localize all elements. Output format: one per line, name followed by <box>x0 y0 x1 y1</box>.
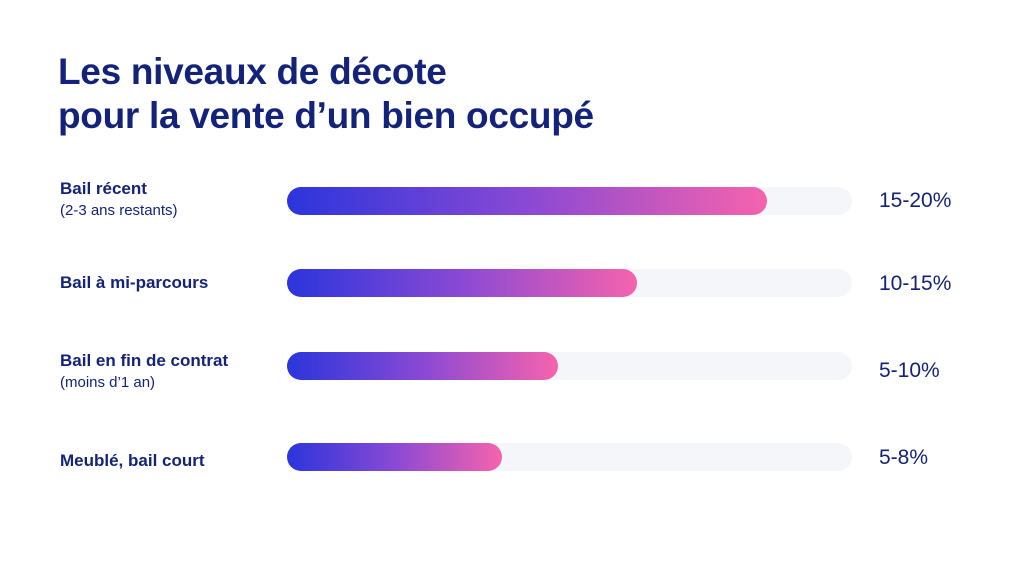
bar-fill <box>287 187 767 215</box>
bar-value-label: 5-8% <box>879 446 929 469</box>
bar-fill <box>287 269 637 297</box>
bar-fill <box>287 352 558 380</box>
bar-category-name: Bail à mi-parcours <box>60 273 209 292</box>
bar-category-label: Bail en fin de contrat (moins d’1 an) <box>60 350 280 394</box>
bar-category-sublabel: (2-3 ans restants) <box>60 202 178 219</box>
bar-category-label: Bail à mi-parcours <box>60 272 280 294</box>
bar-category-name: Bail en fin de contrat <box>60 351 229 370</box>
bar-category-label: Meublé, bail court <box>60 450 280 472</box>
bar-fill <box>287 443 502 471</box>
bar-track <box>287 269 852 297</box>
chart-title-line-1: Les niveaux de décote <box>58 51 447 92</box>
bar-value-label: 10-15% <box>879 272 952 295</box>
chart-title-line-2: pour la vente d’un bien occupé <box>58 95 594 136</box>
bar-track <box>287 352 852 380</box>
bar-category-name: Meublé, bail court <box>60 451 205 470</box>
bar-value-label: 15-20% <box>879 189 952 212</box>
bar-category-name: Bail récent <box>60 179 147 198</box>
bar-category-label: Bail récent (2-3 ans restants) <box>60 178 280 222</box>
bar-value-label: 5-10% <box>879 359 940 382</box>
bar-track <box>287 443 852 471</box>
chart-title: Les niveaux de décote pour la vente d’un… <box>58 50 594 138</box>
bar-track <box>287 187 852 215</box>
bar-category-sublabel: (moins d’1 an) <box>60 374 156 391</box>
